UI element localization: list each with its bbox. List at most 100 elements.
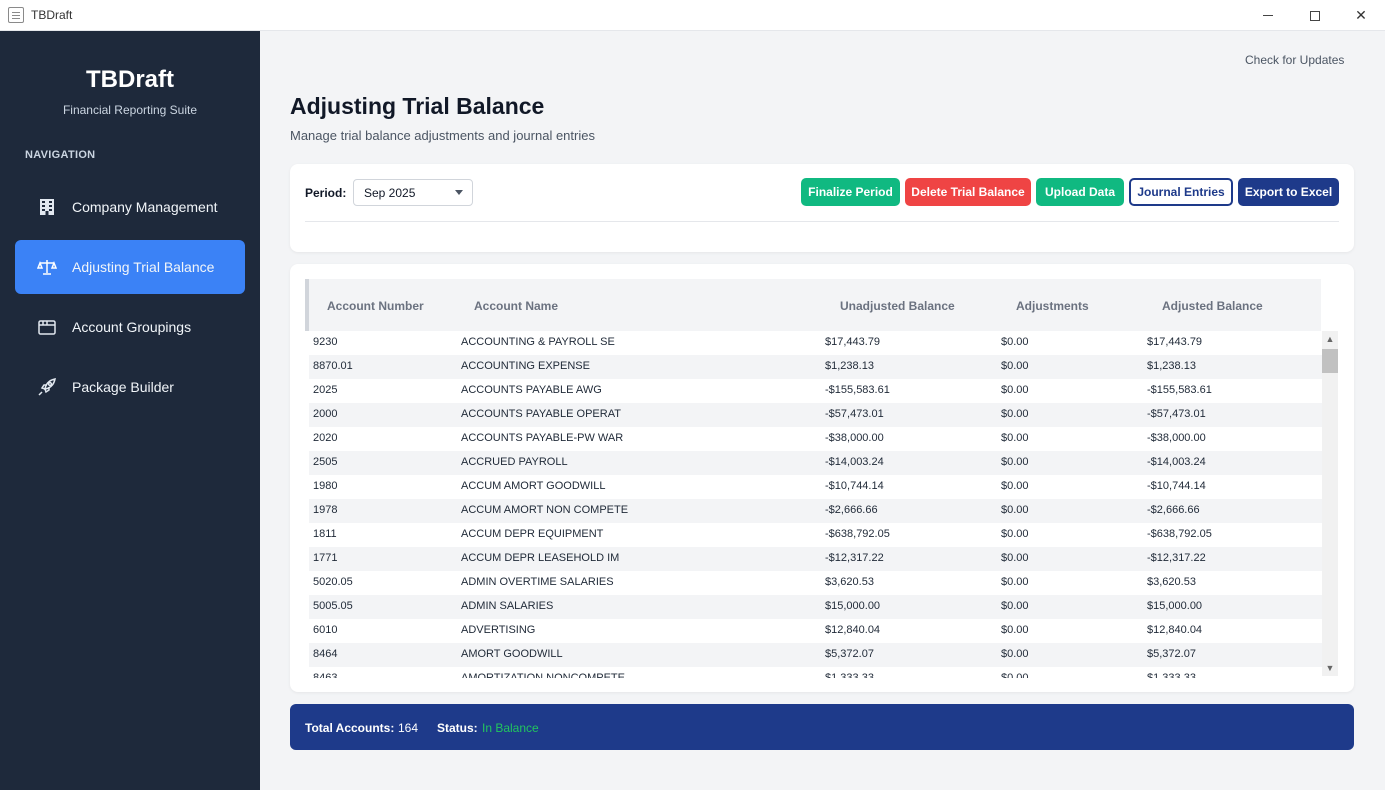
table-row[interactable]: 8464 AMORT GOODWILL $5,372.07 $0.00 $5,372.0…	[309, 643, 1322, 667]
account-number-cell: 2020	[313, 432, 338, 444]
unadjusted-balance-cell: $17,443.79	[825, 336, 881, 348]
adjusted-balance-cell: $1,238.13	[1147, 360, 1196, 372]
account-name-cell: ACCUM DEPR EQUIPMENT	[461, 528, 604, 540]
table-row[interactable]: 8463 AMORTIZATION NONCOMPETE $1,333.33 $0.0…	[309, 667, 1322, 678]
account-number-cell: 8464	[313, 648, 338, 660]
maximize-icon	[1310, 10, 1320, 21]
table-row[interactable]: 1771 ACCUM DEPR LEASEHOLD IM -$12,317.22 $0…	[309, 547, 1322, 571]
table-row[interactable]: 6010 ADVERTISING $12,840.04 $0.00 $12,840.04	[309, 619, 1322, 643]
check-for-updates-link[interactable]: Check for Updates	[1245, 53, 1345, 67]
column-header-account-name[interactable]: Account Name	[474, 299, 559, 313]
adjustments-cell: $0.00	[1001, 336, 1029, 348]
adjustments-cell: $0.00	[1001, 672, 1029, 678]
sidebar-item-account-groupings[interactable]: Account Groupings	[15, 300, 245, 354]
account-number-cell: 2505	[313, 456, 338, 468]
column-header-adjusted-balance[interactable]: Adjusted Balance	[1162, 299, 1263, 313]
account-name-cell: ACCOUNTS PAYABLE OPERAT	[461, 408, 621, 420]
account-name-cell: ACCUM AMORT NON COMPETE	[461, 504, 629, 516]
sidebar-item-label: Adjusting Trial Balance	[72, 259, 215, 275]
period-select[interactable]: Sep 2025	[353, 179, 473, 206]
brand-subtitle: Financial Reporting Suite	[62, 103, 198, 117]
adjustments-cell: $0.00	[1001, 552, 1029, 564]
adjusted-balance-cell: -$38,000.00	[1147, 432, 1206, 444]
upload-data-button[interactable]: Upload Data	[1036, 178, 1124, 206]
toolbar-divider	[305, 221, 1339, 222]
adjustments-cell: $0.00	[1001, 360, 1029, 372]
table-row[interactable]: 2020 ACCOUNTS PAYABLE-PW WAR -$38,000.00 $0…	[309, 427, 1322, 451]
account-name-cell: ADMIN OVERTIME SALARIES	[461, 576, 614, 588]
table-row[interactable]: 8870.01 ACCOUNTING EXPENSE $1,238.13 $0.00 $…	[309, 355, 1322, 379]
period-value: Sep 2025	[364, 185, 416, 200]
period-label: Period:	[305, 186, 347, 200]
table-row[interactable]: 5020.05 ADMIN OVERTIME SALARIES $3,620.53 $…	[309, 571, 1322, 595]
scroll-thumb[interactable]	[1322, 349, 1338, 373]
window-title: TBDraft	[31, 8, 73, 22]
account-name-cell: ACCOUNTING EXPENSE	[461, 360, 590, 372]
unadjusted-balance-cell: -$57,473.01	[825, 408, 884, 420]
maximize-button[interactable]	[1292, 0, 1338, 31]
minimize-button[interactable]	[1245, 0, 1291, 31]
account-number-cell: 8870.01	[313, 360, 353, 372]
adjusted-balance-cell: $3,620.53	[1147, 576, 1196, 588]
adjusted-balance-cell: -$57,473.01	[1147, 408, 1206, 420]
status-bar: Total Accounts: 164 Status: In Balance	[290, 704, 1354, 750]
unadjusted-balance-cell: $3,620.53	[825, 576, 874, 588]
account-name-cell: ACCRUED PAYROLL	[461, 456, 568, 468]
account-number-cell: 1771	[313, 552, 338, 564]
table-row[interactable]: 1978 ACCUM AMORT NON COMPETE -$2,666.66 $0.…	[309, 499, 1322, 523]
table-body: 9230 ACCOUNTING & PAYROLL SE $17,443.79 $0.…	[309, 331, 1322, 678]
scroll-down-icon[interactable]: ▼	[1325, 663, 1335, 673]
building-icon	[36, 196, 58, 218]
export-to-excel-button[interactable]: Export to Excel	[1238, 178, 1339, 206]
adjustments-cell: $0.00	[1001, 600, 1029, 612]
account-name-cell: ACCOUNTS PAYABLE-PW WAR	[461, 432, 624, 444]
table-row[interactable]: 2505 ACCRUED PAYROLL -$14,003.24 $0.00 -$14,…	[309, 451, 1322, 475]
unadjusted-balance-cell: $5,372.07	[825, 648, 874, 660]
column-header-unadjusted-balance[interactable]: Unadjusted Balance	[840, 299, 955, 313]
delete-trial-balance-button[interactable]: Delete Trial Balance	[905, 178, 1031, 206]
table-row[interactable]: 2000 ACCOUNTS PAYABLE OPERAT -$57,473.01 $0…	[309, 403, 1322, 427]
adjusted-balance-cell: -$638,792.05	[1147, 528, 1212, 540]
total-accounts-label: Total Accounts:	[305, 721, 395, 735]
account-name-cell: ACCUM DEPR LEASEHOLD IM	[461, 552, 620, 564]
folder-icon	[36, 316, 58, 338]
sidebar-item-package-builder[interactable]: Package Builder	[15, 360, 245, 414]
adjustments-cell: $0.00	[1001, 384, 1029, 396]
total-accounts-value: 164	[398, 721, 419, 735]
journal-entries-button[interactable]: Journal Entries	[1129, 178, 1233, 206]
adjustments-cell: $0.00	[1001, 456, 1029, 468]
account-number-cell: 5020.05	[313, 576, 353, 588]
unadjusted-balance-cell: $1,333.33	[825, 672, 874, 678]
sidebar-item-adjusting-trial-balance[interactable]: Adjusting Trial Balance	[15, 240, 245, 294]
table-row[interactable]: 1980 ACCUM AMORT GOODWILL -$10,744.14 $0.00…	[309, 475, 1322, 499]
table-row[interactable]: 1811 ACCUM DEPR EQUIPMENT -$638,792.05 $0.0…	[309, 523, 1322, 547]
close-icon: ✕	[1355, 7, 1367, 23]
table-row[interactable]: 2025 ACCOUNTS PAYABLE AWG -$155,583.61 $0.0…	[309, 379, 1322, 403]
scroll-up-icon[interactable]: ▲	[1325, 334, 1335, 344]
sidebar-item-label: Company Management	[72, 199, 218, 215]
adjusted-balance-cell: -$2,666.66	[1147, 504, 1200, 516]
unadjusted-balance-cell: $12,840.04	[825, 624, 881, 636]
adjusted-balance-cell: $5,372.07	[1147, 648, 1196, 660]
table-scrollbar[interactable]: ▲ ▼	[1322, 331, 1338, 676]
table-row[interactable]: 5005.05 ADMIN SALARIES $15,000.00 $0.00 $15,…	[309, 595, 1322, 619]
status-label: Status:	[437, 721, 478, 735]
finalize-period-button[interactable]: Finalize Period	[801, 178, 900, 206]
close-button[interactable]: ✕	[1338, 0, 1384, 31]
scale-icon	[36, 256, 58, 278]
account-name-cell: AMORT GOODWILL	[461, 648, 563, 660]
adjusted-balance-cell: $15,000.00	[1147, 600, 1203, 612]
account-number-cell: 1980	[313, 480, 338, 492]
adjustments-cell: $0.00	[1001, 480, 1029, 492]
column-header-account-number[interactable]: Account Number	[327, 299, 424, 313]
trial-balance-table-card: Account Number Account Name Unadjusted B…	[290, 264, 1354, 692]
adjustments-cell: $0.00	[1001, 408, 1029, 420]
account-number-cell: 6010	[313, 624, 338, 636]
adjusted-balance-cell: $17,443.79	[1147, 336, 1203, 348]
sidebar: TBDraft Financial Reporting Suite NAVIGA…	[0, 31, 260, 790]
page-title: Adjusting Trial Balance	[290, 93, 545, 119]
column-header-adjustments[interactable]: Adjustments	[1016, 299, 1089, 313]
table-row[interactable]: 9230 ACCOUNTING & PAYROLL SE $17,443.79 $0.…	[309, 331, 1322, 355]
account-name-cell: ACCUM AMORT GOODWILL	[461, 480, 606, 492]
sidebar-item-company-management[interactable]: Company Management	[15, 180, 245, 234]
